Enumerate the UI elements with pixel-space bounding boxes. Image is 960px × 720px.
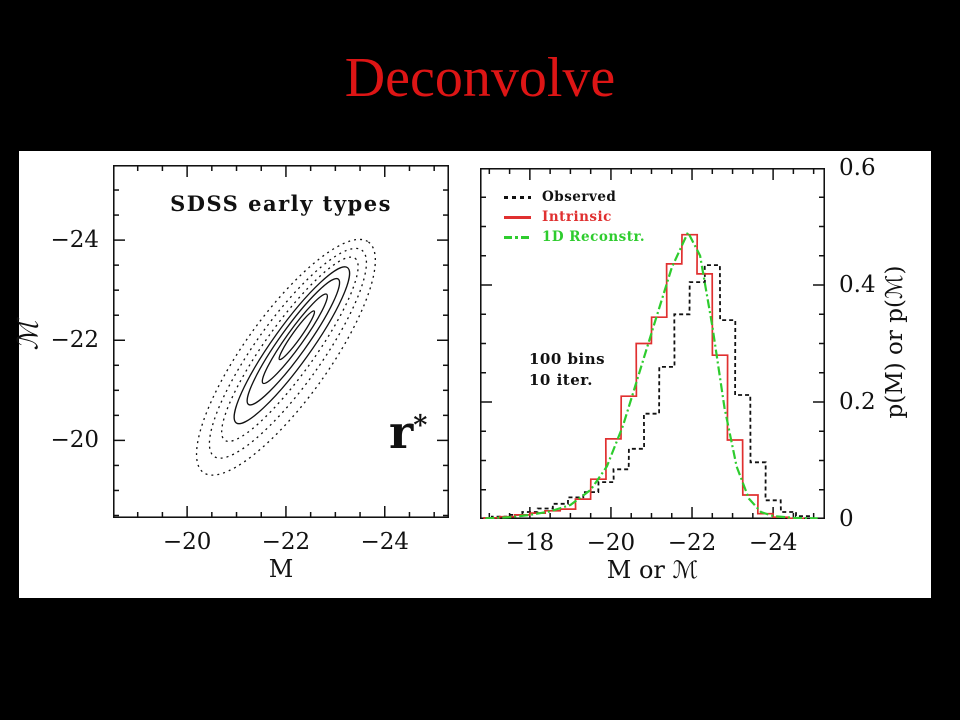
- slide-title: Deconvolve: [344, 47, 616, 109]
- x-tick-label: −22: [667, 530, 717, 556]
- bins-annotation-line2: 10 iter.: [529, 371, 594, 389]
- legend-line-sample: [504, 235, 531, 239]
- legend-label: Observed: [542, 189, 617, 205]
- legend: Observed Intrinsic 1D Reconstr.: [504, 187, 645, 247]
- y-tick-label: −24: [50, 227, 99, 254]
- legend-label: 1D Reconstr.: [542, 229, 646, 245]
- figure: SDSS early types r* M ℳ Observed Intrinsi…: [11, 151, 931, 598]
- x-tick-label: −20: [162, 529, 212, 555]
- x-tick-label: −24: [748, 530, 798, 556]
- x-tick-label: −18: [505, 530, 555, 556]
- legend-line-sample: [504, 195, 531, 199]
- band-label-letter: r: [389, 405, 414, 459]
- y-tick-label: 0: [839, 506, 854, 532]
- x-tick-label: −24: [360, 529, 410, 555]
- legend-label: Intrinsic: [542, 209, 612, 225]
- y-tick-label: −20: [50, 427, 99, 454]
- legend-row: Intrinsic: [504, 207, 645, 227]
- x-tick-label: −20: [586, 530, 636, 556]
- y-tick-label: 0.2: [839, 389, 876, 415]
- legend-row: 1D Reconstr.: [504, 227, 645, 247]
- y-tick-label: 0.6: [839, 155, 876, 181]
- y-tick-label: 0.4: [839, 272, 876, 298]
- histogram-xaxis-label: M or ℳ: [606, 556, 699, 584]
- bins-annotation: 100 bins 10 iter.: [529, 349, 605, 391]
- band-label-star: *: [413, 410, 428, 441]
- contour-plot-svg: [113, 165, 449, 518]
- legend-line-sample: [504, 215, 531, 219]
- band-label: r*: [389, 403, 427, 455]
- y-tick-label: −22: [50, 327, 99, 354]
- x-tick-label: −22: [261, 529, 311, 555]
- histogram-plot-svg: [480, 168, 825, 519]
- contour-xaxis-label: M: [268, 555, 294, 583]
- legend-row: Observed: [504, 187, 645, 207]
- contour-panel-title: SDSS early types: [170, 191, 392, 216]
- bins-annotation-line1: 100 bins: [529, 350, 606, 368]
- histogram-yaxis-label: p(M) or p(ℳ): [882, 265, 908, 419]
